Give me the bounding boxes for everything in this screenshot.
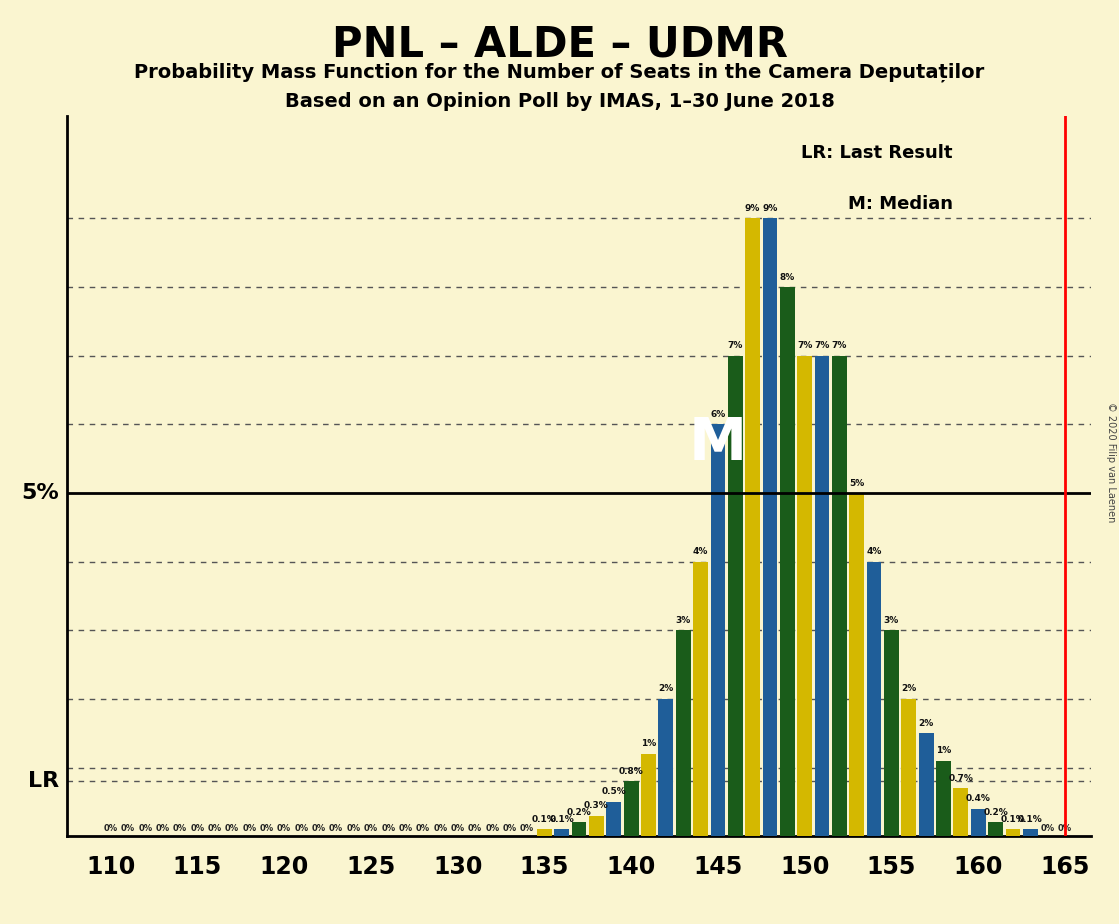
Text: 0%: 0% [243, 824, 256, 833]
Text: 5%: 5% [21, 483, 59, 503]
Text: 0%: 0% [364, 824, 378, 833]
Text: 0%: 0% [486, 824, 499, 833]
Text: 0.4%: 0.4% [966, 795, 990, 803]
Text: 0.1%: 0.1% [1000, 815, 1025, 824]
Bar [537, 830, 552, 836]
Text: © 2020 Filip van Laenen: © 2020 Filip van Laenen [1107, 402, 1116, 522]
Text: 9%: 9% [745, 204, 760, 213]
Text: 0%: 0% [294, 824, 309, 833]
Text: 0%: 0% [208, 824, 222, 833]
Bar [902, 699, 916, 836]
Text: 0%: 0% [278, 824, 291, 833]
Text: 0%: 0% [520, 824, 534, 833]
Bar [937, 760, 951, 836]
Text: 2%: 2% [658, 685, 674, 693]
Text: 0.5%: 0.5% [601, 787, 627, 796]
Text: M: M [689, 416, 747, 472]
Text: 0%: 0% [1041, 824, 1055, 833]
Bar [798, 356, 812, 836]
Text: 6%: 6% [711, 410, 725, 419]
Text: Based on an Opinion Poll by IMAS, 1–30 June 2018: Based on an Opinion Poll by IMAS, 1–30 J… [284, 92, 835, 112]
Text: 0%: 0% [156, 824, 170, 833]
Text: 0%: 0% [502, 824, 517, 833]
Bar [1006, 830, 1021, 836]
Text: 0.3%: 0.3% [584, 801, 609, 810]
Bar [658, 699, 674, 836]
Text: 0%: 0% [121, 824, 135, 833]
Text: LR: LR [28, 772, 59, 791]
Text: 0.1%: 0.1% [1018, 815, 1043, 824]
Text: 0%: 0% [451, 824, 464, 833]
Bar [833, 356, 847, 836]
Text: 0%: 0% [138, 824, 152, 833]
Text: 0%: 0% [103, 824, 117, 833]
Text: 5%: 5% [849, 479, 864, 488]
Bar [623, 782, 639, 836]
Bar [606, 802, 621, 836]
Text: 0%: 0% [312, 824, 326, 833]
Bar [884, 630, 899, 836]
Text: 7%: 7% [831, 341, 847, 350]
Text: 0%: 0% [260, 824, 274, 833]
Text: 1%: 1% [935, 747, 951, 755]
Text: 2%: 2% [901, 685, 916, 693]
Text: 3%: 3% [676, 615, 690, 625]
Text: 0.1%: 0.1% [549, 815, 574, 824]
Bar [727, 356, 743, 836]
Bar [676, 630, 690, 836]
Text: 8%: 8% [780, 273, 794, 282]
Text: 7%: 7% [727, 341, 743, 350]
Text: 0.7%: 0.7% [949, 773, 974, 783]
Text: 4%: 4% [866, 547, 882, 556]
Bar [572, 822, 586, 836]
Bar [988, 822, 1003, 836]
Bar [971, 808, 986, 836]
Text: 7%: 7% [815, 341, 829, 350]
Text: 0%: 0% [398, 824, 413, 833]
Bar [867, 562, 882, 836]
Text: 0%: 0% [329, 824, 344, 833]
Bar [849, 493, 864, 836]
Text: 0%: 0% [468, 824, 482, 833]
Text: 0.8%: 0.8% [619, 767, 643, 776]
Bar [745, 218, 760, 836]
Text: 0%: 0% [225, 824, 239, 833]
Text: 9%: 9% [762, 204, 778, 213]
Text: 4%: 4% [693, 547, 708, 556]
Bar [780, 287, 794, 836]
Text: 0.2%: 0.2% [984, 808, 1008, 817]
Bar [815, 356, 829, 836]
Text: M: Median: M: Median [848, 195, 952, 213]
Text: 0%: 0% [172, 824, 187, 833]
Bar [554, 830, 570, 836]
Text: LR: Last Result: LR: Last Result [801, 144, 952, 163]
Text: 0%: 0% [433, 824, 448, 833]
Text: 0%: 0% [190, 824, 205, 833]
Bar [919, 734, 933, 836]
Bar [641, 754, 656, 836]
Text: 7%: 7% [797, 341, 812, 350]
Bar [589, 816, 604, 836]
Text: 0.1%: 0.1% [532, 815, 557, 824]
Text: 0%: 0% [382, 824, 395, 833]
Text: 3%: 3% [884, 615, 899, 625]
Text: 1%: 1% [641, 739, 656, 748]
Text: 0.2%: 0.2% [566, 808, 592, 817]
Bar [763, 218, 778, 836]
Text: 0%: 0% [416, 824, 430, 833]
Bar [1023, 830, 1037, 836]
Bar [711, 424, 725, 836]
Text: PNL – ALDE – UDMR: PNL – ALDE – UDMR [331, 23, 788, 65]
Text: Probability Mass Function for the Number of Seats in the Camera Deputaților: Probability Mass Function for the Number… [134, 63, 985, 82]
Text: 0%: 0% [1057, 824, 1072, 833]
Bar [693, 562, 708, 836]
Text: 2%: 2% [919, 719, 933, 728]
Text: 0%: 0% [347, 824, 360, 833]
Bar [953, 788, 968, 836]
